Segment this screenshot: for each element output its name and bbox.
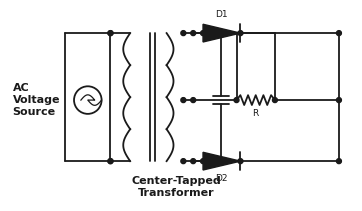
Text: AC
Voltage
Source: AC Voltage Source: [13, 84, 60, 117]
Polygon shape: [203, 152, 240, 170]
Circle shape: [234, 98, 239, 103]
Circle shape: [108, 159, 113, 164]
Circle shape: [191, 159, 195, 164]
Polygon shape: [203, 24, 240, 42]
Circle shape: [238, 159, 243, 164]
Text: D1: D1: [215, 10, 228, 19]
Circle shape: [337, 98, 341, 103]
Circle shape: [181, 98, 186, 103]
Circle shape: [238, 31, 243, 36]
Text: Center-Tapped
Transformer: Center-Tapped Transformer: [131, 176, 221, 197]
Circle shape: [201, 159, 206, 164]
Circle shape: [108, 31, 113, 36]
Circle shape: [108, 31, 113, 36]
Text: D2: D2: [215, 174, 228, 183]
Text: R: R: [253, 109, 259, 118]
Circle shape: [201, 31, 206, 36]
Circle shape: [337, 159, 341, 164]
Circle shape: [108, 159, 113, 164]
Circle shape: [181, 159, 186, 164]
Circle shape: [191, 31, 195, 36]
Circle shape: [181, 31, 186, 36]
Circle shape: [337, 31, 341, 36]
Circle shape: [191, 98, 195, 103]
Circle shape: [273, 98, 277, 103]
